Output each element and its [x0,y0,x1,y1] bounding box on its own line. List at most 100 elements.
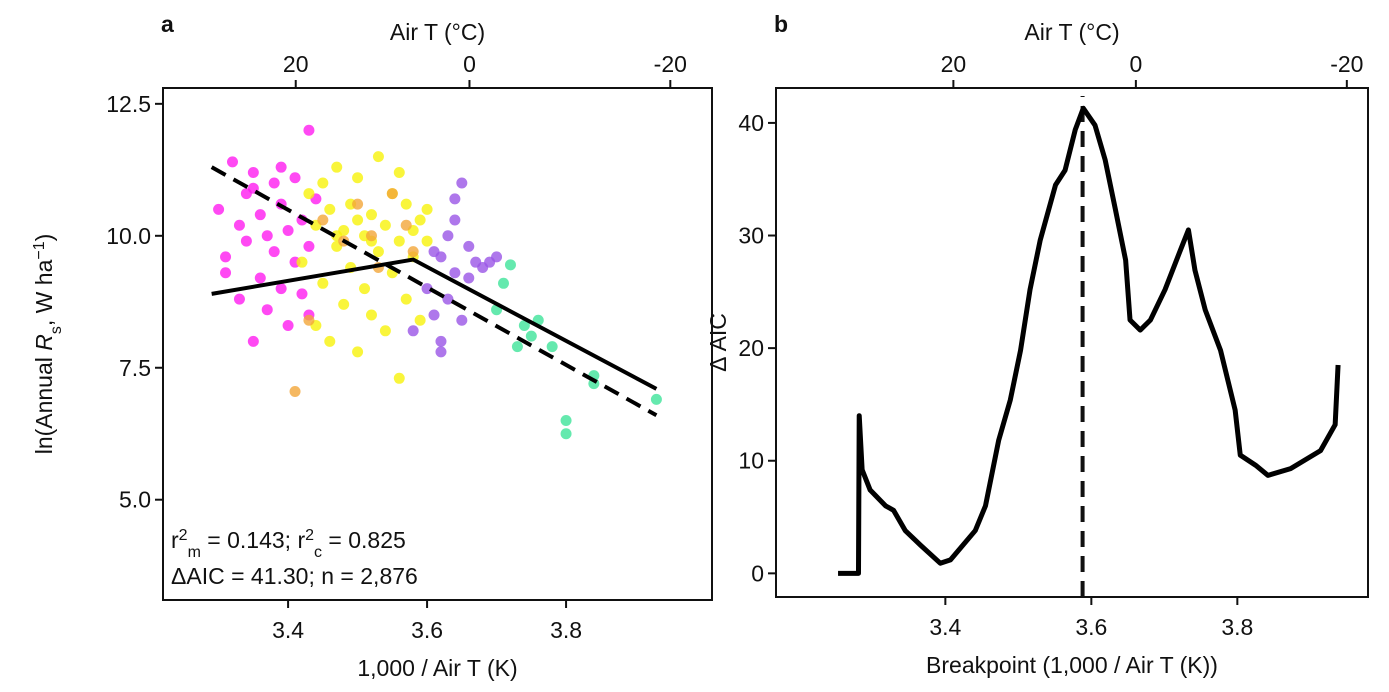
point [352,346,364,358]
point [650,393,662,405]
point [289,172,301,184]
point [393,166,405,178]
x2-tick-label: 0 [463,51,476,77]
point [268,246,280,258]
point [393,372,405,384]
y-tick-label: 40 [738,110,764,136]
point [317,214,329,226]
point [393,235,405,247]
plot-frame [162,87,713,601]
point [233,219,245,231]
point [240,235,252,247]
point [247,166,259,178]
x2-axis-label: Air T (°C) [1024,19,1119,45]
point [379,219,391,231]
y-axis-label-part: R [31,334,57,351]
annotation-part: 2 [305,527,314,544]
point [546,341,558,353]
annotation-part: 2 [179,527,188,544]
point [282,320,294,332]
y-axis-label-part: ln(Annual [31,351,57,455]
point [414,214,426,226]
x-axis-label: Breakpoint (1,000 / Air T (K)) [926,652,1218,678]
point [261,304,273,316]
panel-label: b [774,11,788,37]
x2-tick-label: -20 [654,51,687,77]
point [254,272,266,284]
annotation: r2m = 0.143; r2c = 0.825 [171,527,406,561]
point [414,314,426,326]
x2-tick-label: 20 [283,51,309,77]
plot-frame [775,87,1369,598]
annotation-part: c [314,544,322,561]
point [498,277,510,289]
point [261,230,273,242]
point [268,177,280,189]
point [365,209,377,221]
point [421,203,433,215]
x2-tick-label: 20 [941,51,967,77]
point [560,415,572,427]
point [352,214,364,226]
point [449,267,461,279]
y-tick-label: 30 [738,223,764,249]
point [491,251,503,263]
point [365,230,377,242]
point [400,293,412,305]
point [303,314,315,326]
point [247,335,259,347]
point [296,288,308,300]
x-tick-label: 3.8 [1221,614,1253,640]
point [463,272,475,284]
fit-line [211,257,658,391]
x-tick-label: 3.8 [550,617,582,643]
point [317,177,329,189]
curve [838,105,1341,576]
point [220,267,232,279]
point [463,240,475,252]
point [449,193,461,205]
point [254,209,266,221]
point [372,151,384,163]
point [324,335,336,347]
point [400,219,412,231]
point [233,293,245,305]
point [560,428,572,440]
point [421,235,433,247]
point [226,156,238,168]
y-tick-label: 7.5 [119,355,151,381]
x-tick-label: 3.6 [411,617,443,643]
point [220,251,232,263]
y-axis-label: Δ AIC [705,313,731,372]
annotation-part: m [188,544,201,561]
point [442,230,454,242]
point [504,259,516,271]
point [324,203,336,215]
point [449,214,461,226]
fit-line [210,165,658,418]
y-tick-label: 5.0 [119,487,151,513]
point [421,283,433,295]
annotation-part: = 0.143; r [201,527,306,553]
point [289,386,301,398]
point [372,246,384,258]
y-axis-label-part: ) [31,234,57,242]
point [428,246,440,258]
annotation-part: = 0.825 [322,527,406,553]
x-tick-label: 3.6 [1075,614,1107,640]
point [359,283,371,295]
point [282,225,294,237]
y-tick-label: 0 [751,560,764,586]
x2-axis-label: Air T (°C) [390,19,485,45]
point [338,298,350,310]
point [275,283,287,295]
y-axis-label: ln(Annual Rs, W ha−1) [31,234,65,455]
y-axis-label-part: s [48,326,65,334]
point [303,188,315,200]
y-axis-label-part: −1 [31,241,48,259]
y-tick-label: 12.5 [106,91,151,117]
point [400,198,412,210]
point [435,346,447,358]
